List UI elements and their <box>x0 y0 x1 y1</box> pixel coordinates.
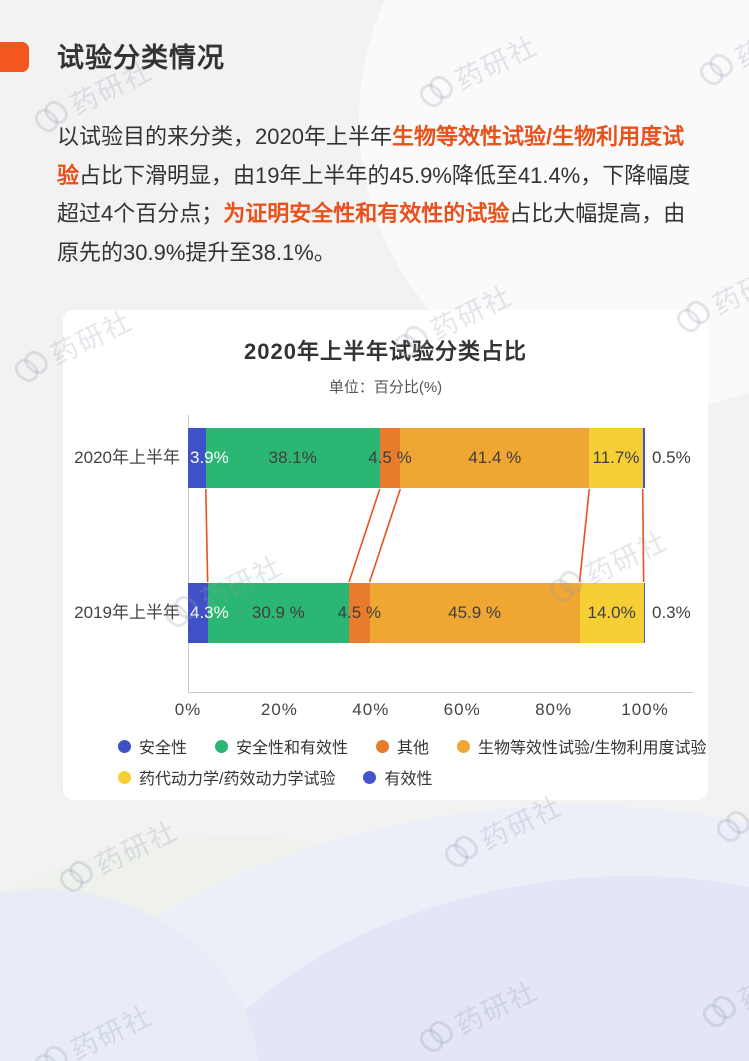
bar-segment[interactable]: 30.9 % <box>207 583 349 643</box>
chain-link-icon <box>713 808 749 844</box>
chain-link-icon <box>11 348 49 384</box>
watermark-text: 药研社 <box>745 759 749 832</box>
watermark-text: 药研社 <box>733 950 749 1016</box>
chain-link-icon <box>56 858 94 894</box>
legend-swatch <box>363 770 377 784</box>
legend-label: 安全性和有效性 <box>236 740 349 757</box>
bar-segment[interactable] <box>642 428 645 488</box>
y-axis-line <box>188 415 189 692</box>
bar-segment[interactable]: 11.7% <box>589 428 643 488</box>
bar-row: 3.9% 38.1% 4.5 % 41.4 % 11.7% 0.5% <box>188 428 691 488</box>
legend-label: 药代动力学/药效动力学试验 <box>139 771 336 788</box>
x-axis-line <box>188 692 693 693</box>
chain-link-icon <box>696 51 734 87</box>
bg-wave-sage <box>0 798 448 1061</box>
axis-tick-label: 20% <box>260 700 298 719</box>
bar-segment[interactable]: 38.1% <box>205 428 380 488</box>
legend-row: 安全性 安全性和有效性 其他 生物等效性试验/生物利用度试验 <box>118 734 707 758</box>
watermark-text: 药研社 <box>90 815 183 881</box>
bar-segment[interactable]: 4.3% <box>188 583 229 643</box>
bar-connectors <box>205 488 645 583</box>
connector-line <box>578 488 591 583</box>
chart-card: 2020年上半年试验分类占比 单位：百分比(%) 2020年上半年 3.9% 38.… <box>63 310 708 800</box>
watermark: 药研社 <box>28 994 158 1061</box>
axis-tick-label: 40% <box>352 700 390 719</box>
watermark-text: 药研社 <box>730 8 749 74</box>
connector-line <box>205 488 209 583</box>
legend-item[interactable]: 其他 <box>376 734 429 758</box>
legend-swatch <box>376 739 390 753</box>
watermark: 药研社 <box>693 2 749 92</box>
legend-item[interactable]: 药代动力学/药效动力学试验 <box>118 765 335 789</box>
legend-label: 有效性 <box>384 771 433 788</box>
bar-segment-label: 3.9% <box>190 448 229 467</box>
bar-segment-label: 14.0% <box>587 603 636 622</box>
chain-link-icon <box>416 73 454 109</box>
bar-segment-label: 41.4 % <box>468 448 522 467</box>
legend-row: 药代动力学/药效动力学试验 有效性 <box>118 765 693 789</box>
legend-label: 生物等效性试验/生物利用度试验 <box>478 740 707 757</box>
bar-segment-label: 45.9 % <box>448 603 502 622</box>
watermark-text: 药研社 <box>450 30 543 96</box>
legend-item[interactable]: 安全性 <box>118 734 187 758</box>
axis-tick-label: 0% <box>174 700 202 719</box>
axis-tick-label: 100% <box>621 700 669 719</box>
legend-label: 安全性 <box>139 740 188 757</box>
bar-segment-label: 4.3% <box>190 603 229 622</box>
legend-swatch <box>118 739 131 753</box>
bar-segment[interactable]: 41.4 % <box>400 428 590 488</box>
legend-swatch <box>457 739 471 753</box>
watermark: 药研社 <box>53 809 183 899</box>
chain-link-icon <box>441 833 479 869</box>
bar-row: 4.3% 30.9 % 4.5 % 45.9 % 14.0% 0.3% <box>188 583 691 643</box>
bar-outside-label: 0.3% <box>652 603 691 622</box>
legend-swatch <box>118 770 131 784</box>
watermark: 药研社 <box>413 969 543 1059</box>
category-label: 2020年上半年 <box>74 448 180 467</box>
bg-wave-lavender <box>124 819 749 1061</box>
intro-text-segment: 为证明安全性和有效性的试验 <box>223 201 510 226</box>
bar-segment-label: 38.1% <box>268 448 317 467</box>
connector-line <box>641 488 645 583</box>
chain-link-icon <box>31 1043 69 1061</box>
bar-segment-label: 30.9 % <box>251 603 305 622</box>
connector-line <box>348 488 381 583</box>
watermark: 药研社 <box>710 759 749 849</box>
bar-segment[interactable]: 45.9 % <box>369 583 580 643</box>
bg-wave-white <box>0 851 749 1061</box>
bar-segment[interactable] <box>643 583 645 643</box>
bar-segment-label: 4.5 % <box>368 448 412 467</box>
legend-item[interactable]: 有效性 <box>363 765 432 789</box>
bar-segment-label: 4.5 % <box>337 603 382 622</box>
chain-link-icon <box>416 1018 454 1054</box>
watermark-text: 药研社 <box>707 255 749 321</box>
bar-segment[interactable]: 4.5 % <box>368 428 412 488</box>
bg-corner-blue <box>0 847 294 1061</box>
bar-segment[interactable]: 3.9% <box>188 428 229 488</box>
legend-item[interactable]: 生物等效性试验/生物利用度试验 <box>457 734 707 758</box>
watermark-text: 药研社 <box>450 975 543 1041</box>
stacked-bar-chart: 2020年上半年 3.9% 38.1% 4.5 % 41.4 % 11.7% 0.5% 201… <box>63 310 708 800</box>
connector-line <box>368 488 402 583</box>
bar-segment[interactable]: 14.0% <box>579 583 644 643</box>
intro-paragraph: 以试验目的来分类，2020年上半年生物等效性试验/生物利用度试验占比下滑明显，由… <box>57 118 702 272</box>
chain-link-icon <box>699 993 737 1029</box>
legend-item[interactable]: 安全性和有效性 <box>215 734 348 758</box>
axis-tick-label: 80% <box>535 700 573 719</box>
intro-text-segment: 以试验目的来分类，2020年上半年 <box>57 124 392 149</box>
watermark: 药研社 <box>413 24 543 114</box>
section-marker <box>0 42 29 72</box>
axis-tick-label: 60% <box>443 700 481 719</box>
category-label: 2019年上半年 <box>74 603 180 622</box>
watermark-text: 药研社 <box>65 1000 158 1061</box>
bar-outside-label: 0.5% <box>652 448 691 467</box>
watermark: 药研社 <box>696 944 749 1034</box>
legend-label: 其他 <box>397 740 430 757</box>
legend-swatch <box>215 739 229 753</box>
chart-legend: 安全性 安全性和有效性 其他 生物等效性试验/生物利用度试验药代动力学/药效动力学试验… <box>118 734 707 789</box>
section-title: 试验分类情况 <box>57 43 225 73</box>
bar-segment[interactable]: 4.5 % <box>338 583 381 643</box>
bar-segment-label: 11.7% <box>592 448 640 467</box>
